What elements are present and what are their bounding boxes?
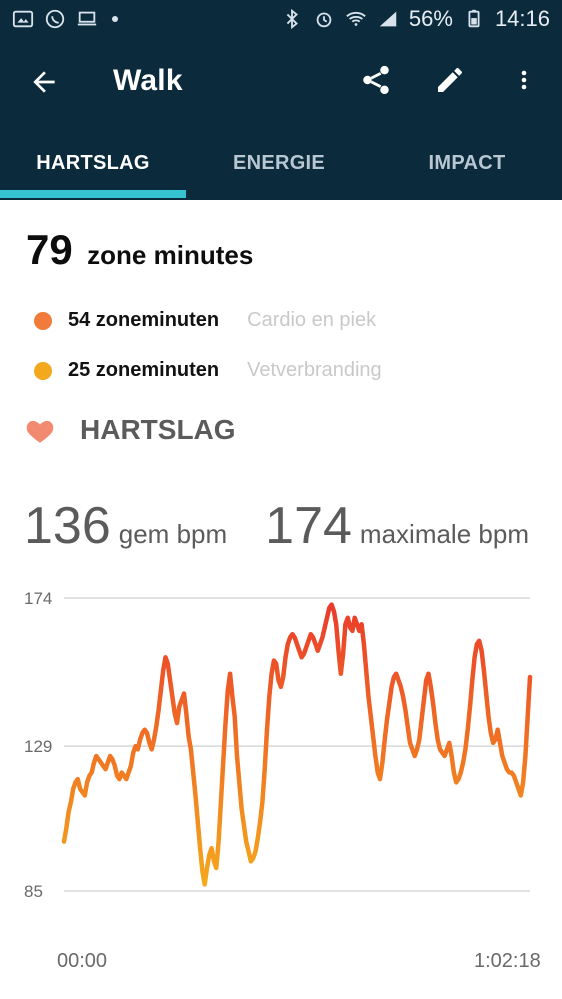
- fatburn-description: Vetverbranding: [247, 359, 382, 381]
- heart-rate-chart: 85 129 174: [24, 589, 533, 901]
- zone-row-fatburn: 25 zoneminuten Vetverbranding: [34, 359, 382, 382]
- app-actions: [356, 60, 544, 100]
- chart-grid: [64, 597, 530, 892]
- share-button[interactable]: [356, 60, 396, 100]
- more-options-button[interactable]: [504, 60, 544, 100]
- gallery-icon: [12, 10, 34, 28]
- tab-energie[interactable]: ENERGIE: [232, 151, 326, 174]
- x-axis-start-label: 00:00: [57, 950, 108, 972]
- fatburn-dot: [34, 361, 52, 380]
- alarm-icon: [316, 12, 332, 28]
- signal-icon: [379, 11, 397, 27]
- max-bpm-value: 174: [265, 497, 352, 555]
- zone-minutes-total: 79: [26, 226, 73, 273]
- y-tick-label-129: 129: [24, 737, 52, 756]
- x-axis-end-label: 1:02:18: [474, 950, 541, 972]
- fatburn-minutes: 25 zoneminuten: [68, 359, 220, 381]
- cardio-description: Cardio en piek: [247, 309, 377, 331]
- bpm-summary: 136 gem bpm 174 maximale bpm: [24, 496, 529, 556]
- cardio-minutes: 54 zoneminuten: [68, 309, 220, 331]
- tab-impact[interactable]: IMPACT: [428, 151, 506, 174]
- back-button[interactable]: [24, 62, 64, 102]
- avg-bpm-value: 136: [24, 497, 111, 555]
- app-bar: Walk: [0, 40, 562, 126]
- tab-hartslag[interactable]: HARTSLAG: [36, 151, 150, 174]
- tabs-bar: HARTSLAG ENERGIE IMPACT: [0, 126, 562, 200]
- pencil-icon: [438, 67, 462, 92]
- share-icon: [363, 65, 389, 95]
- y-tick-label-85: 85: [24, 882, 43, 901]
- zone-row-cardio: 54 zoneminuten Cardio en piek: [34, 309, 376, 332]
- status-left: [12, 8, 118, 30]
- status-bar: 56% 14:16: [0, 0, 562, 40]
- chart-y-ticks: 85 129 174: [24, 589, 52, 901]
- active-tab-indicator: [0, 190, 186, 198]
- y-tick-label-174: 174: [24, 589, 52, 608]
- bluetooth-icon: [286, 8, 298, 30]
- chart-x-axis: 00:00 1:02:18: [0, 950, 562, 980]
- max-bpm-label: maximale bpm: [359, 519, 529, 549]
- battery-percent: 56%: [408, 6, 453, 31]
- zone-minutes-label: zone minutes: [87, 240, 254, 270]
- more-vert-icon: [521, 70, 527, 90]
- laptop-icon: [77, 11, 97, 26]
- battery-icon: [468, 9, 480, 28]
- avg-bpm-label: gem bpm: [118, 519, 228, 549]
- clock-time: 14:16: [494, 6, 550, 31]
- heart-rate-series-line: [61, 602, 533, 887]
- whatsapp-icon: [45, 9, 65, 29]
- notification-dot: [112, 16, 118, 22]
- heart-icon: [26, 420, 54, 443]
- edit-button[interactable]: [430, 60, 470, 100]
- back-arrow-icon: [33, 71, 55, 93]
- status-right: 56% 14:16: [281, 6, 550, 32]
- page-title: Walk: [113, 64, 183, 97]
- heart-rate-heading: HARTSLAG: [24, 414, 236, 446]
- heart-rate-title: HARTSLAG: [80, 414, 236, 445]
- zone-minutes-summary: 79 zone minutes: [26, 226, 253, 274]
- wifi-icon: [346, 11, 366, 26]
- cardio-dot: [34, 311, 52, 330]
